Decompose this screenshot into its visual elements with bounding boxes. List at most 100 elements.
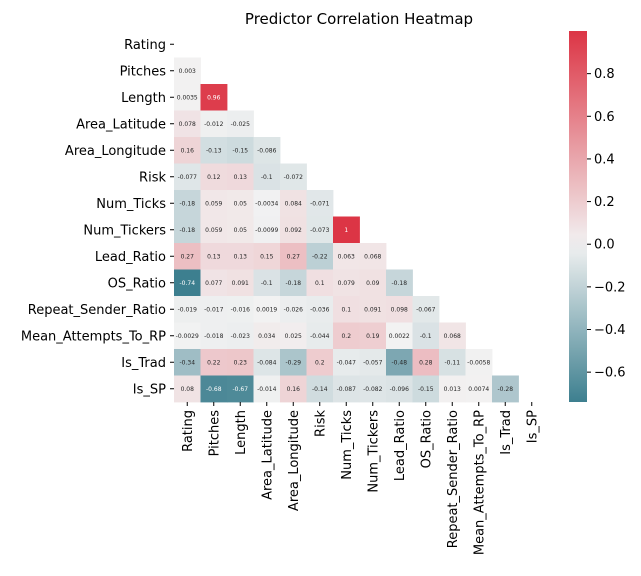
- heatmap-cell: [386, 375, 413, 403]
- heatmap-cell: [227, 137, 254, 164]
- cell-value-label: -0.28: [497, 386, 513, 393]
- heatmap-cell: [174, 84, 201, 111]
- heatmap-cell: [227, 296, 254, 323]
- y-tick-labels: Rating Pitches Length Area_Latitude Area_Lon…: [21, 38, 174, 397]
- cell-value-label: -0.016: [231, 306, 251, 313]
- heatmap-cell: [227, 190, 254, 217]
- cell-value-label: 0.22: [207, 359, 221, 366]
- heatmap-cell: [359, 322, 387, 350]
- cell-value-label: -0.67: [232, 386, 248, 393]
- cell-value-label: 0.2: [315, 359, 325, 366]
- heatmap-cell: [174, 163, 201, 191]
- y-tick-label: Num_Tickers: [83, 223, 166, 238]
- heatmap-cell: [200, 243, 228, 270]
- heatmap-cell: [280, 322, 307, 350]
- heatmap-cell: [333, 243, 360, 270]
- heatmap-cell: [306, 243, 334, 270]
- colorbar-tick-label: 0.0: [594, 238, 615, 253]
- y-tick-label: Pitches: [120, 64, 167, 79]
- heatmap-cell: [439, 375, 466, 403]
- heatmap-cell: [200, 349, 228, 376]
- y-tick-label: Lead_Ratio: [95, 250, 166, 265]
- x-tick-label: OS_Ratio: [419, 410, 434, 468]
- colorbar-tick-label: 0.6: [594, 110, 615, 125]
- cell-value-label: 0.23: [234, 359, 248, 366]
- cell-value-label: 0.034: [258, 333, 275, 340]
- heatmap-cell: [333, 349, 360, 376]
- cell-value-label: -0.018: [204, 333, 224, 340]
- cell-value-label: -0.077: [178, 174, 198, 181]
- heatmap-cell: [359, 349, 387, 376]
- cell-value-label: 0.084: [285, 200, 302, 207]
- heatmap-cell: [333, 269, 360, 297]
- cell-value-label: -0.012: [204, 121, 224, 128]
- cell-value-label: -0.15: [418, 386, 434, 393]
- heatmap-cell: [174, 216, 201, 244]
- heatmap-cell: [465, 349, 493, 376]
- heatmap-cell: [359, 296, 387, 323]
- heatmap-cell: [253, 322, 281, 350]
- cell-value-label: -0.036: [310, 306, 330, 313]
- heatmap-cell: [253, 296, 281, 323]
- cell-value-label: 0.079: [338, 280, 355, 287]
- heatmap-cell: [253, 349, 281, 376]
- heatmap-cell: [200, 216, 228, 244]
- heatmap-cell: [227, 216, 254, 244]
- heatmap-cell: [174, 296, 201, 323]
- cell-value-label: 0.96: [207, 94, 221, 101]
- heatmap-cell: [412, 296, 440, 323]
- y-tick-label: Rating: [124, 38, 166, 53]
- cell-value-label: 0.05: [234, 200, 248, 207]
- cell-value-label: 0.091: [232, 280, 249, 287]
- heatmap-cell: [280, 163, 307, 191]
- heatmap-cell: [200, 110, 228, 138]
- heatmap-cell: [200, 137, 228, 164]
- x-tick-label: Is_SP: [525, 410, 540, 443]
- cell-value-label: 0.19: [366, 333, 380, 340]
- cell-value-label: 0.003: [179, 68, 196, 75]
- cell-value-label: 0.1: [341, 306, 351, 313]
- cell-value-label: -0.084: [257, 359, 277, 366]
- cell-value-label: 0.078: [179, 121, 196, 128]
- heatmap-cell: [227, 110, 254, 138]
- heatmap-cell: [253, 216, 281, 244]
- cell-value-label: -0.087: [337, 386, 357, 393]
- heatmap-cell: [280, 269, 307, 297]
- y-tick-label: Risk: [139, 170, 166, 185]
- cell-value-label: 0.2: [341, 333, 351, 340]
- cell-value-label: -0.48: [391, 359, 407, 366]
- cell-value-label: -0.057: [363, 359, 383, 366]
- x-tick-label: Risk: [313, 410, 328, 437]
- heatmap-cell: [359, 269, 387, 297]
- heatmap-cell: [280, 349, 307, 376]
- cell-value-label: -0.073: [310, 227, 330, 234]
- cell-value-label: 0.068: [364, 253, 381, 260]
- heatmap-cell: [280, 216, 307, 244]
- y-tick-label: Mean_Attempts_To_RP: [21, 329, 166, 344]
- x-tick-label: Num_Tickers: [366, 410, 381, 493]
- cell-value-label: -0.11: [444, 359, 460, 366]
- cell-value-label: -0.74: [179, 280, 195, 287]
- cell-value-label: -0.026: [284, 306, 304, 313]
- x-tick-labels: Rating Pitches Length Area_Latitude Area_Lon…: [181, 402, 540, 555]
- cell-value-label: 0.15: [260, 253, 274, 260]
- cell-value-label: 0.16: [287, 386, 301, 393]
- heatmap-cell: [200, 322, 228, 350]
- cell-value-label: 0.059: [205, 227, 222, 234]
- cell-value-label: -0.1: [420, 333, 432, 340]
- heatmap-cell: [465, 375, 493, 403]
- cell-value-label: 0.0035: [177, 94, 198, 101]
- cell-value-label: -0.014: [257, 386, 277, 393]
- x-tick-label: Num_Ticks: [340, 410, 355, 480]
- cell-value-label: 0.059: [205, 200, 222, 207]
- cell-value-label: -0.082: [363, 386, 383, 393]
- heatmap-cell: [306, 322, 334, 350]
- heatmap-cell: [200, 296, 228, 323]
- cell-value-label: -0.15: [232, 147, 248, 154]
- cell-value-label: -0.023: [231, 333, 251, 340]
- heatmap-cell: [227, 243, 254, 270]
- heatmap-cell: [333, 296, 360, 323]
- cell-value-label: 1: [344, 227, 348, 234]
- colorbar-tick-label: −0.4: [594, 323, 626, 338]
- x-tick-label: Mean_Attempts_To_RP: [472, 410, 487, 555]
